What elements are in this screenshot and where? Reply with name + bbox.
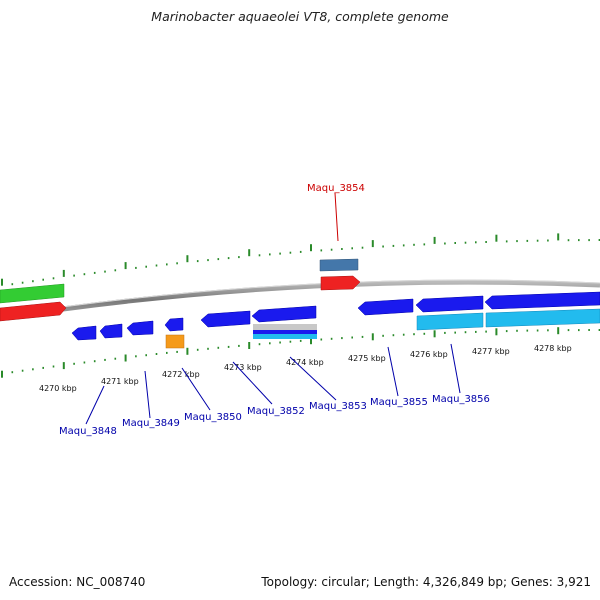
- cds-arrow-right[interactable]: [484, 291, 600, 310]
- ruler-label-4272: 4272 kbp: [162, 370, 200, 379]
- gene-label-maqu-3855[interactable]: Maqu_3855: [370, 397, 428, 408]
- gene-label-maqu-3848[interactable]: Maqu_3848: [59, 426, 117, 437]
- leader-line-3849: [144, 370, 151, 419]
- ruler-label-4271: 4271 kbp: [101, 377, 139, 386]
- upper-tick-ruler: [1, 233, 600, 286]
- gene-label-maqu-3849[interactable]: Maqu_3849: [122, 418, 180, 429]
- maqu-3853-blue-band[interactable]: [253, 330, 317, 334]
- cds-arrow-3849[interactable]: [99, 323, 123, 339]
- cds-arrow-3856[interactable]: [415, 295, 484, 313]
- ruler-label-4274: 4274 kbp: [286, 358, 324, 367]
- cyan-track-feature-3856[interactable]: [485, 308, 600, 328]
- ruler-label-4276: 4276 kbp: [410, 350, 448, 359]
- genome-backbone: [0, 279, 600, 321]
- leader-line-3850: [181, 367, 211, 411]
- orange-feature[interactable]: [165, 334, 185, 349]
- maqu-3854-upper-feature[interactable]: [319, 258, 359, 272]
- ruler-label-4277: 4277 kbp: [472, 347, 510, 356]
- cyan-track-feature-3855[interactable]: [416, 312, 484, 331]
- gene-label-maqu-3853[interactable]: Maqu_3853: [309, 401, 367, 412]
- gene-label-maqu-3852[interactable]: Maqu_3852: [247, 406, 305, 417]
- leader-line-3853: [289, 356, 337, 401]
- leader-line-3852: [232, 361, 273, 405]
- map-title: Marinobacter aquaeolei VT8, complete gen…: [151, 9, 449, 24]
- ruler-label-4270: 4270 kbp: [39, 384, 77, 393]
- genome-backbone-highlight: [0, 279, 600, 317]
- cds-arrow-3855[interactable]: [357, 298, 414, 316]
- accession-label: Accession: NC_008740: [9, 575, 146, 589]
- cds-arrow-3848[interactable]: [71, 325, 97, 341]
- lower-tick-ruler: [1, 327, 600, 378]
- maqu-3854-cds[interactable]: [320, 275, 361, 291]
- cds-arrow-small[interactable]: [164, 317, 184, 332]
- gene-label-maqu-3856[interactable]: Maqu_3856: [432, 394, 490, 405]
- leader-line-3854: [334, 192, 339, 242]
- maqu-3853-gray-band: [253, 324, 317, 330]
- green-track-feature[interactable]: [0, 283, 65, 304]
- ruler-label-4275: 4275 kbp: [348, 354, 386, 363]
- cds-arrow-3853[interactable]: [251, 305, 317, 323]
- genome-summary: Topology: circular; Length: 4,326,849 bp…: [261, 575, 591, 589]
- leader-line-3855: [387, 346, 399, 397]
- gene-label-maqu-3850[interactable]: Maqu_3850: [184, 412, 242, 423]
- maqu-3853-cyan-band[interactable]: [253, 334, 317, 339]
- leader-line-3856: [450, 343, 461, 394]
- gene-label-maqu-3854[interactable]: Maqu_3854: [307, 183, 365, 194]
- red-track-feature[interactable]: [0, 301, 67, 322]
- cds-arrow-3852[interactable]: [200, 310, 251, 328]
- leader-line-3848: [85, 385, 105, 425]
- ruler-label-4278: 4278 kbp: [534, 344, 572, 353]
- cds-arrow-3850[interactable]: [126, 320, 154, 336]
- ruler-label-4273: 4273 kbp: [224, 363, 262, 372]
